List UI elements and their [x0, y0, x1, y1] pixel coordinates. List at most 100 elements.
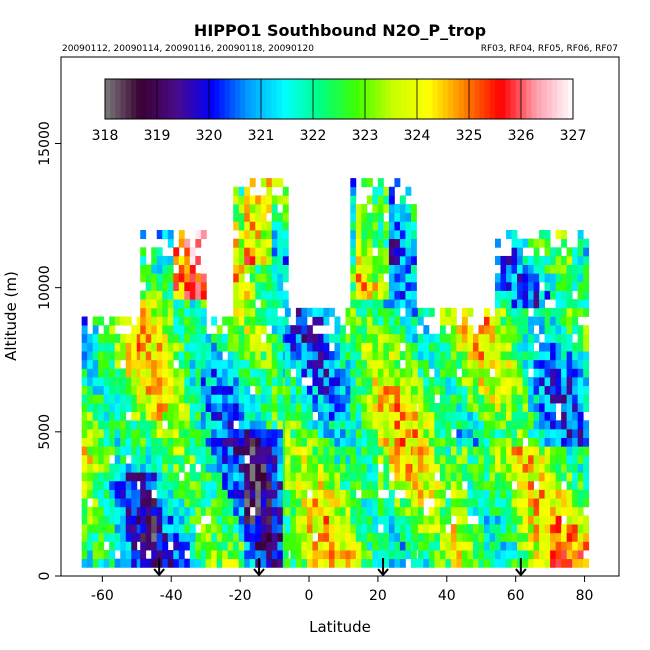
heatmap-cell [340, 524, 346, 534]
heatmap-cell [162, 515, 169, 525]
heatmap-cell [277, 454, 284, 464]
heatmap-cell [383, 351, 390, 361]
heatmap-cell [140, 307, 147, 317]
heatmap-cell [467, 463, 474, 473]
heatmap-cell [456, 524, 463, 534]
heatmap-cell [388, 403, 395, 413]
heatmap-cell [372, 446, 379, 456]
heatmap-cell [151, 299, 158, 309]
heatmap-cell [511, 403, 518, 413]
heatmap-cell [81, 472, 88, 482]
colorbar-swatch [188, 79, 194, 119]
heatmap-cell [151, 281, 158, 291]
heatmap-cell [355, 515, 362, 525]
heatmap-cell [260, 411, 267, 421]
heatmap-cell [103, 377, 110, 387]
heatmap-cell [583, 273, 590, 283]
heatmap-cell [151, 290, 158, 300]
heatmap-cell [550, 437, 557, 447]
heatmap-cell [227, 385, 234, 395]
heatmap-cell [355, 437, 362, 447]
heatmap-cell [277, 238, 284, 248]
heatmap-cell [483, 550, 490, 560]
heatmap-cell [566, 307, 573, 317]
heatmap-cell [151, 472, 158, 482]
heatmap-cell [412, 385, 419, 395]
heatmap-cell [184, 411, 191, 421]
heatmap-cell [383, 377, 390, 387]
heatmap-cell [162, 480, 169, 490]
heatmap-cell [522, 420, 529, 430]
heatmap-cell [200, 316, 207, 326]
heatmap-cell [266, 342, 273, 352]
heatmap-cell [87, 532, 94, 542]
colorbar-swatch [474, 79, 480, 119]
heatmap-cell [489, 558, 496, 568]
heatmap-cell [439, 463, 446, 473]
heatmap-cell [383, 480, 390, 490]
heatmap-cell [131, 550, 138, 560]
heatmap-cell [417, 359, 424, 369]
heatmap-cell [350, 212, 357, 222]
heatmap-cell [103, 506, 110, 516]
heatmap-cell [361, 333, 368, 343]
heatmap-cell [340, 385, 346, 395]
heatmap-cell [528, 532, 534, 542]
heatmap-cell [200, 325, 207, 335]
heatmap-cell [266, 359, 273, 369]
heatmap-cell [405, 221, 412, 231]
heatmap-cell [103, 480, 110, 490]
heatmap-cell [566, 489, 573, 499]
heatmap-cell [388, 281, 395, 291]
heatmap-cell [195, 299, 202, 309]
colorbar-swatch [541, 79, 548, 119]
heatmap-cell [271, 368, 278, 378]
heatmap-cell [156, 325, 163, 335]
heatmap-cell [355, 342, 362, 352]
heatmap-cell [555, 273, 562, 283]
heatmap-cell [178, 506, 185, 516]
heatmap-cell [277, 316, 284, 326]
heatmap-cell [125, 333, 132, 343]
heatmap-cell [87, 541, 94, 551]
heatmap-cell [388, 463, 395, 473]
heatmap-cell [405, 290, 412, 300]
heatmap-cell [109, 394, 116, 404]
colorbar-swatch [443, 79, 449, 119]
heatmap-cell [98, 454, 105, 464]
heatmap-cell [533, 463, 540, 473]
heatmap-cell [92, 446, 99, 456]
heatmap-cell [233, 273, 240, 283]
heatmap-cell [489, 506, 496, 516]
heatmap-cell [345, 515, 352, 525]
heatmap-cell [184, 515, 191, 525]
colorbar-swatch [370, 79, 376, 119]
heatmap-cell [167, 446, 174, 456]
heatmap-cell [361, 230, 368, 240]
heatmap-cell [92, 480, 99, 490]
heatmap-cell [517, 550, 523, 560]
heatmap-cell [131, 420, 138, 430]
heatmap-cell [544, 532, 551, 542]
heatmap-cell [156, 273, 163, 283]
heatmap-cell [290, 377, 297, 387]
heatmap-cell [456, 385, 463, 395]
heatmap-cell [271, 480, 278, 490]
heatmap-cell [189, 480, 196, 490]
heatmap-cell [92, 437, 99, 447]
heatmap-cell [328, 480, 335, 490]
heatmap-cell [388, 437, 395, 447]
heatmap-cell [439, 489, 446, 499]
heatmap-cell [189, 359, 196, 369]
heatmap-cell [372, 238, 379, 248]
heatmap-cell [539, 480, 545, 490]
heatmap-cell [120, 368, 127, 378]
heatmap-cell [151, 550, 158, 560]
heatmap-cell [550, 420, 557, 430]
heatmap-cell [173, 532, 180, 542]
heatmap-cell [334, 541, 341, 551]
heatmap-cell [383, 204, 390, 214]
heatmap-cell [151, 463, 158, 473]
heatmap-cell [162, 264, 169, 274]
heatmap-cell [222, 403, 229, 413]
